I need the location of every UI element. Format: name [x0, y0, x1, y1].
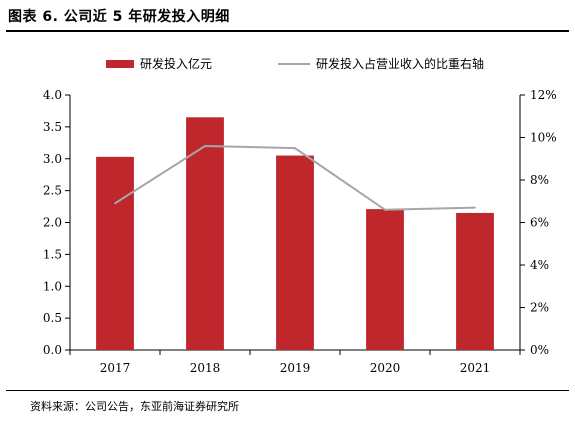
chart-title: 图表 6. 公司近 5 年研发投入明细 — [8, 9, 230, 25]
legend-line-label: 研发投入占营业收入的比重右轴 — [316, 56, 484, 71]
bar — [456, 212, 494, 350]
source-note: 资料来源：公司公告，东亚前海证券研究所 — [30, 400, 239, 413]
line-point — [384, 208, 386, 211]
bar — [366, 209, 404, 350]
legend-bar-swatch — [106, 60, 134, 68]
x-tick-label: 2021 — [460, 361, 491, 375]
x-tick-label: 2017 — [100, 361, 131, 375]
line-series — [114, 144, 476, 211]
x-tick-label: 2018 — [190, 361, 221, 375]
x-tick-label: 2019 — [280, 361, 311, 375]
title-rule — [6, 30, 569, 32]
y-left-tick-label: 0.5 — [43, 311, 62, 325]
bar — [96, 156, 134, 350]
y-left-tick-label: 4.0 — [43, 88, 62, 102]
legend: 研发投入亿元 研发投入占营业收入的比重右轴 — [106, 56, 484, 71]
y-right-tick-label: 8% — [530, 173, 549, 187]
y-right-tick-label: 6% — [530, 216, 549, 230]
line-point — [294, 147, 296, 149]
x-axis-labels: 2017 2018 2019 2020 2021 — [100, 361, 491, 375]
x-tick-label: 2020 — [370, 361, 401, 375]
line-point — [204, 145, 206, 147]
y-left-tick-label: 0.0 — [43, 343, 62, 357]
legend-bar-label: 研发投入亿元 — [140, 56, 212, 71]
line-point — [474, 206, 476, 209]
axes: 0.0 0.5 1.0 1.5 2.0 2.5 3.0 3.5 4.0 0% 2% 4% 6% 8% 10%… — [43, 88, 557, 357]
y-right-tick-label: 2% — [530, 301, 549, 315]
y-right-tick-label: 0% — [530, 343, 549, 357]
y-left-tick-label: 1.0 — [43, 279, 62, 293]
y-left-tick-label: 2.5 — [43, 184, 62, 198]
source-rule — [6, 390, 569, 391]
y-left-tick-label: 1.5 — [43, 247, 62, 261]
bar — [276, 155, 314, 350]
y-left-tick-label: 2.0 — [43, 216, 62, 230]
y-right-tick-label: 12% — [530, 88, 557, 102]
y-left-tick-label: 3.0 — [43, 152, 62, 166]
line-point — [114, 202, 116, 205]
bar-series — [96, 117, 494, 350]
bar — [186, 117, 224, 350]
y-right-tick-label: 4% — [530, 258, 549, 272]
y-right-tick-label: 10% — [530, 131, 557, 145]
y-left-tick-label: 3.5 — [43, 120, 62, 134]
